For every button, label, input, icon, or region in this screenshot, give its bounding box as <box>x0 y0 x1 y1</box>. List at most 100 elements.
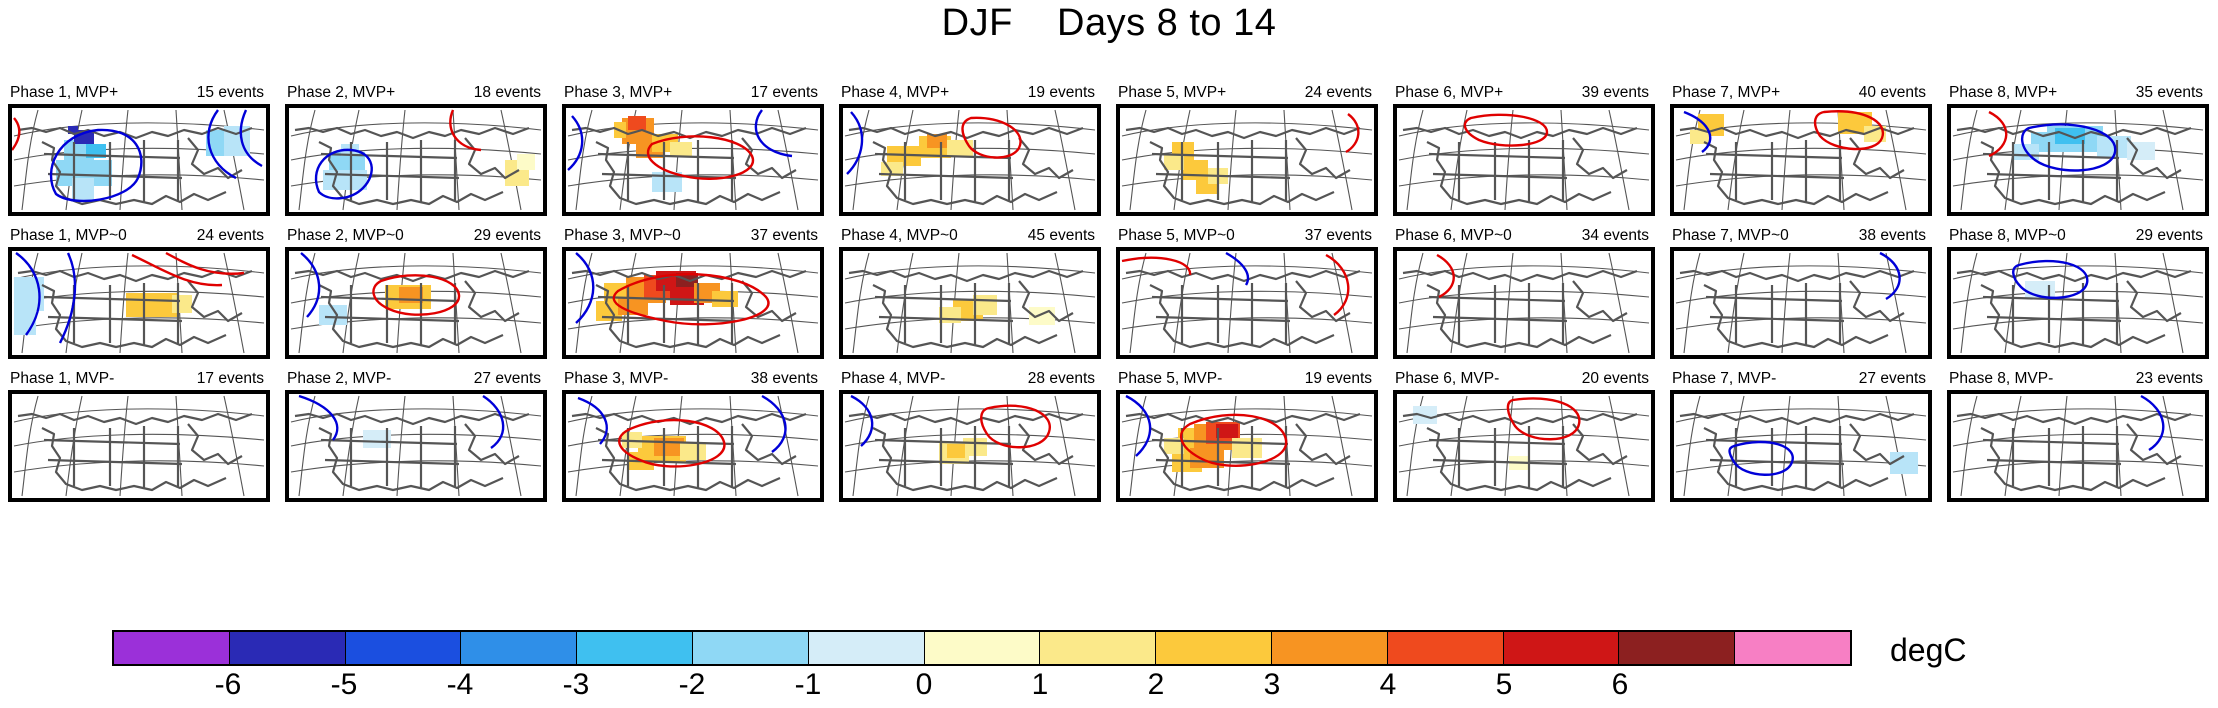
panel-header: Phase 5, MVP- 19 events <box>1116 370 1374 390</box>
figure-title: DJF Days 8 to 14 <box>941 2 1277 44</box>
colorbar-tick-label: 0 <box>915 668 933 701</box>
panel-p8-mvpplus[interactable]: Phase 8, MVP+ 35 events <box>1947 84 2209 216</box>
panel-p6-mvpneutral[interactable]: Phase 6, MVP~0 34 events <box>1393 227 1655 359</box>
colorbar-tick-label: 2 <box>1147 668 1165 701</box>
colorbar-tick-label: -5 <box>330 668 358 701</box>
panel-p2-mvpneutral[interactable]: Phase 2, MVP~0 29 events <box>285 227 547 359</box>
panel-p2-mvpplus[interactable]: Phase 2, MVP+ 18 events <box>285 84 547 216</box>
panel-header: Phase 2, MVP+ 18 events <box>285 84 543 104</box>
panel-header: Phase 7, MVP~0 38 events <box>1670 227 1928 247</box>
panel-events: 19 events <box>1027 84 1095 101</box>
panel-p5-mvpminus[interactable]: Phase 5, MVP- 19 events <box>1116 370 1378 502</box>
panel-events: 18 events <box>473 84 541 101</box>
panel-row-mvp-plus: Phase 1, MVP+ 15 events <box>8 84 2210 216</box>
map-canvas <box>1116 390 1378 502</box>
panel-header: Phase 5, MVP~0 37 events <box>1116 227 1374 247</box>
map-canvas <box>285 390 547 502</box>
colorbar-tick-label: 6 <box>1611 668 1629 701</box>
panel-events: 35 events <box>2135 84 2203 101</box>
panel-events: 23 events <box>2135 370 2203 387</box>
panel-p4-mvpplus[interactable]: Phase 4, MVP+ 19 events <box>839 84 1101 216</box>
panel-p3-mvpminus[interactable]: Phase 3, MVP- 38 events <box>562 370 824 502</box>
colorbar-cell <box>692 632 809 664</box>
panel-title: Phase 5, MVP~0 <box>1118 227 1235 244</box>
colorbar-swatches <box>112 630 1852 666</box>
map-canvas <box>1947 247 2209 359</box>
panel-events: 19 events <box>1304 370 1372 387</box>
panel-p6-mvpplus[interactable]: Phase 6, MVP+ 39 events <box>1393 84 1655 216</box>
map-canvas <box>285 247 547 359</box>
panel-title: Phase 1, MVP~0 <box>10 227 127 244</box>
colorbar-tick-label: 4 <box>1379 668 1397 701</box>
panel-p4-mvpneutral[interactable]: Phase 4, MVP~0 45 events <box>839 227 1101 359</box>
panel-header: Phase 8, MVP- 23 events <box>1947 370 2205 390</box>
panel-title: Phase 2, MVP+ <box>287 84 396 101</box>
panel-title: Phase 6, MVP+ <box>1395 84 1504 101</box>
map-canvas <box>562 104 824 216</box>
panel-p1-mvpminus[interactable]: Phase 1, MVP- 17 events <box>8 370 270 502</box>
panel-events: 37 events <box>1304 227 1372 244</box>
colorbar-cell <box>808 632 925 664</box>
colorbar-cell <box>1735 632 1850 664</box>
colorbar-cell <box>229 632 346 664</box>
map-canvas <box>562 390 824 502</box>
panel-row-mvp-minus: Phase 1, MVP- 17 events <box>8 370 2210 502</box>
panel-events: 38 events <box>750 370 818 387</box>
panel-p2-mvpminus[interactable]: Phase 2, MVP- 27 events <box>285 370 547 502</box>
colorbar-tick-label: -4 <box>446 668 474 701</box>
colorbar-tick-label: -1 <box>794 668 822 701</box>
map-canvas <box>8 390 270 502</box>
panel-title: Phase 8, MVP+ <box>1949 84 2058 101</box>
panel-p7-mvpplus[interactable]: Phase 7, MVP+ 40 events <box>1670 84 1932 216</box>
map-canvas <box>8 247 270 359</box>
panel-title: Phase 1, MVP- <box>10 370 115 387</box>
panel-header: Phase 6, MVP- 20 events <box>1393 370 1651 390</box>
panel-p3-mvpplus[interactable]: Phase 3, MVP+ 17 events <box>562 84 824 216</box>
panel-header: Phase 8, MVP+ 35 events <box>1947 84 2205 104</box>
panel-header: Phase 3, MVP- 38 events <box>562 370 820 390</box>
map-canvas <box>285 104 547 216</box>
panel-p8-mvpminus[interactable]: Phase 8, MVP- 23 events <box>1947 370 2209 502</box>
colorbar-cell <box>345 632 462 664</box>
panel-events: 45 events <box>1027 227 1095 244</box>
map-canvas <box>1947 104 2209 216</box>
panel-header: Phase 2, MVP- 27 events <box>285 370 543 390</box>
panel-p1-mvpneutral[interactable]: Phase 1, MVP~0 24 events <box>8 227 270 359</box>
panel-p3-mvpneutral[interactable]: Phase 3, MVP~0 37 events <box>562 227 824 359</box>
panel-title: Phase 1, MVP+ <box>10 84 119 101</box>
panel-p5-mvpplus[interactable]: Phase 5, MVP+ 24 events <box>1116 84 1378 216</box>
panel-header: Phase 1, MVP+ 15 events <box>8 84 266 104</box>
panel-header: Phase 1, MVP~0 24 events <box>8 227 266 247</box>
panel-title: Phase 2, MVP- <box>287 370 392 387</box>
map-canvas <box>1116 247 1378 359</box>
panel-header: Phase 8, MVP~0 29 events <box>1947 227 2205 247</box>
panel-title: Phase 7, MVP+ <box>1672 84 1781 101</box>
map-canvas <box>1393 104 1655 216</box>
colorbar-cell <box>1619 632 1736 664</box>
panel-p4-mvpminus[interactable]: Phase 4, MVP- 28 events <box>839 370 1101 502</box>
panel-p5-mvpneutral[interactable]: Phase 5, MVP~0 37 events <box>1116 227 1378 359</box>
panel-header: Phase 7, MVP- 27 events <box>1670 370 1928 390</box>
colorbar-cell <box>577 632 693 664</box>
panel-header: Phase 5, MVP+ 24 events <box>1116 84 1374 104</box>
map-canvas <box>1116 104 1378 216</box>
panel-header: Phase 2, MVP~0 29 events <box>285 227 543 247</box>
panel-p7-mvpneutral[interactable]: Phase 7, MVP~0 38 events <box>1670 227 1932 359</box>
panel-p1-mvpplus[interactable]: Phase 1, MVP+ 15 events <box>8 84 270 216</box>
colorbar-cell <box>1503 632 1620 664</box>
colorbar-unit-label: degC <box>1890 632 1967 668</box>
panel-title: Phase 4, MVP~0 <box>841 227 958 244</box>
panel-events: 28 events <box>1027 370 1095 387</box>
panel-title: Phase 2, MVP~0 <box>287 227 404 244</box>
panel-events: 40 events <box>1858 84 1926 101</box>
panel-title: Phase 5, MVP- <box>1118 370 1223 387</box>
panel-p8-mvpneutral[interactable]: Phase 8, MVP~0 29 events <box>1947 227 2209 359</box>
map-canvas <box>1393 390 1655 502</box>
colorbar-ticks: -6 -5 -4 -3 -2 -1 0 1 2 3 4 5 6 <box>112 668 1852 701</box>
panel-p7-mvpminus[interactable]: Phase 7, MVP- 27 events <box>1670 370 1932 502</box>
panel-title: Phase 6, MVP- <box>1395 370 1500 387</box>
panel-events: 24 events <box>1304 84 1372 101</box>
panel-p6-mvpminus[interactable]: Phase 6, MVP- 20 events <box>1393 370 1655 502</box>
map-canvas <box>8 104 270 216</box>
